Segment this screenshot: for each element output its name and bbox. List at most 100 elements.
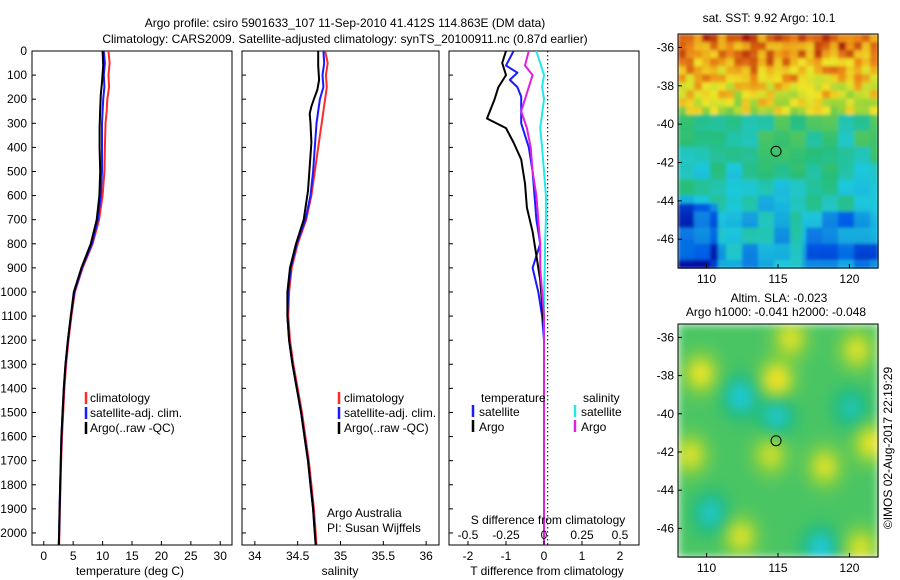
map-cell [870, 247, 875, 253]
map-cell [754, 54, 759, 59]
map-cell [786, 207, 791, 213]
map-cell [810, 86, 815, 92]
map-cell [866, 215, 871, 221]
map-cell [798, 231, 803, 237]
map-cell [814, 54, 819, 59]
map-cell [733, 479, 740, 486]
map-cell [728, 346, 735, 353]
map-cell [810, 239, 815, 245]
map-cell [838, 78, 843, 84]
map-cell [722, 78, 727, 84]
map-cell [839, 379, 846, 386]
map-cell [858, 231, 863, 237]
map-cell [744, 457, 751, 464]
map-cell [822, 501, 829, 508]
map-cell [710, 106, 715, 112]
map-cell [805, 407, 812, 414]
map-cell [858, 247, 863, 253]
map-cell [766, 223, 771, 229]
map-cell [754, 255, 759, 261]
map-cell [730, 126, 735, 132]
map-cell [850, 58, 855, 63]
map-cell [678, 142, 683, 148]
legend-label-satellite: satellite-adj. clim. [344, 406, 436, 420]
map-cell [690, 98, 695, 104]
map-x-tick-label: 120 [839, 561, 859, 575]
map-cell [850, 529, 857, 536]
map-cell [811, 518, 818, 525]
map-cell [830, 94, 835, 100]
map-cell [850, 138, 855, 144]
map-cell [722, 473, 729, 480]
map-cell [766, 58, 771, 63]
map-cell [854, 110, 859, 116]
map-cell [794, 440, 801, 447]
map-cell [834, 98, 839, 104]
map-cell [782, 163, 787, 168]
map-cell [702, 86, 707, 92]
map-cell [700, 523, 707, 530]
map-cell [826, 175, 831, 180]
map-cell [722, 440, 729, 447]
map-cell [833, 523, 840, 530]
map-cell [814, 215, 819, 221]
map-cell [789, 429, 796, 436]
map-cell [686, 70, 691, 75]
map-cell [705, 385, 712, 392]
map-cell [778, 335, 785, 342]
map-cell [716, 373, 724, 381]
map-cell [783, 357, 790, 364]
map-cell [766, 239, 771, 245]
map-cell [738, 134, 743, 140]
map-cell [774, 42, 779, 47]
map-cell [744, 357, 751, 364]
map-cell [790, 46, 795, 51]
map-cell [833, 423, 840, 431]
map-cell [678, 434, 685, 442]
map-cell [798, 98, 803, 104]
map-cell [758, 183, 763, 188]
map-cell [770, 159, 775, 164]
map-cell [728, 495, 735, 503]
map-cell [858, 142, 863, 148]
map-cell [730, 110, 735, 116]
map-cell [694, 507, 701, 514]
map-cell [702, 54, 707, 59]
map-cell [862, 54, 867, 59]
depth-tick-label: 1300 [0, 357, 27, 371]
map-cell [794, 183, 799, 188]
map-cell [718, 187, 723, 192]
map-cell [726, 191, 731, 196]
map-cell [730, 175, 735, 180]
map-cell [678, 58, 683, 63]
map-cell [714, 82, 719, 88]
map-cell [746, 42, 751, 47]
map-cell [838, 114, 843, 120]
map-cell [734, 251, 739, 257]
map-cell [766, 106, 771, 112]
map-cell [826, 215, 831, 221]
map-cell [754, 163, 759, 168]
map-cell [874, 183, 879, 188]
map-cell [726, 187, 731, 192]
map-cell [711, 407, 718, 414]
map-cell [798, 199, 803, 205]
map-cell [861, 512, 868, 519]
map-cell [714, 110, 719, 116]
map-cell [722, 187, 727, 192]
map-cell [758, 102, 763, 108]
map-cell [844, 340, 851, 347]
map-cell [678, 523, 685, 530]
map-cell [694, 479, 701, 486]
map-cell [694, 457, 701, 464]
map-cell [750, 199, 755, 205]
map-cell [733, 379, 740, 386]
map-cell [834, 38, 839, 43]
map-cell [686, 187, 691, 192]
map-cell [744, 440, 751, 447]
map-cell [705, 523, 712, 530]
map-cell [778, 62, 783, 67]
map-cell [702, 175, 707, 180]
map-cell [816, 368, 824, 375]
map-cell [766, 195, 771, 201]
